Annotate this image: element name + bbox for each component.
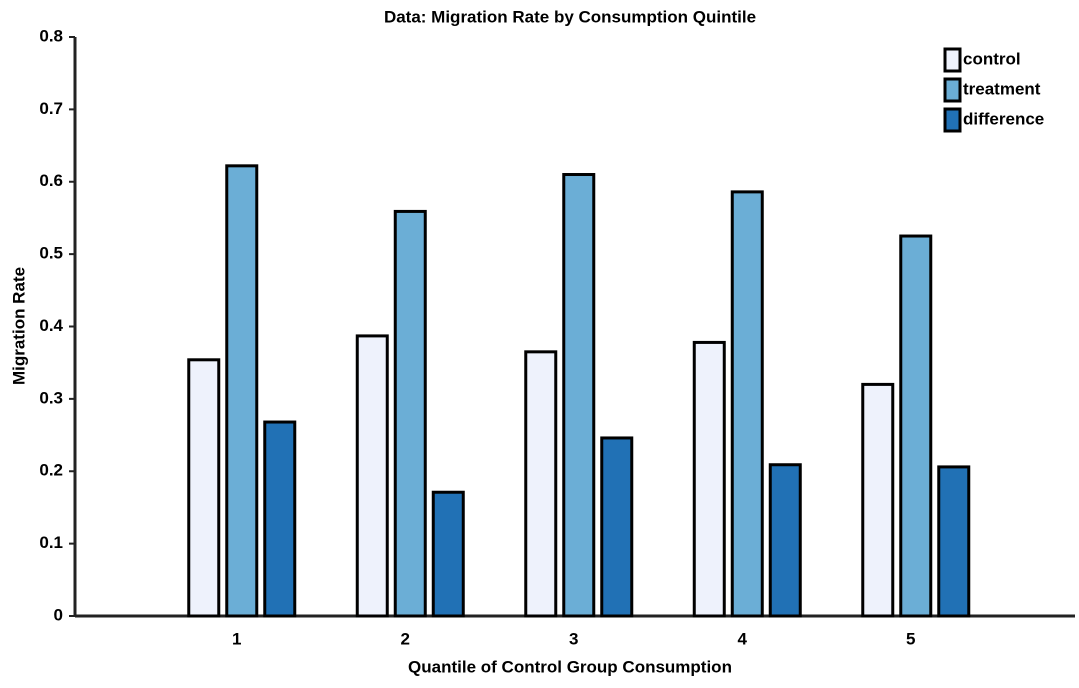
bar [263,420,297,618]
bar [355,334,389,618]
bar [431,490,465,618]
legend-label: difference [963,109,1044,128]
bar [899,234,933,618]
x-tick-label: 3 [569,629,578,648]
y-tick-label: 0.5 [39,244,63,263]
y-tick-label: 0.8 [39,26,63,45]
bar [562,173,596,618]
y-tick-label: 0.2 [39,461,63,480]
bar [600,436,634,618]
x-tick-label: 1 [232,629,241,648]
bar [393,209,427,618]
legend-label: treatment [963,79,1041,98]
bar [225,164,259,618]
x-tick-label: 4 [738,629,748,648]
chart-title: Data: Migration Rate by Consumption Quin… [384,7,756,26]
legend-swatch [943,107,962,133]
y-tick-label: 0 [54,605,63,624]
y-tick-label: 0.6 [39,171,63,190]
bar [187,358,221,618]
y-axis-label: Migration Rate [9,267,28,385]
bar [730,190,764,618]
bar [861,382,895,618]
legend-swatch [943,77,962,103]
bar [692,340,726,618]
legend-swatch [943,47,962,73]
legend-label: control [963,49,1021,68]
x-tick-label: 5 [906,629,915,648]
x-tick-label: 2 [401,629,410,648]
y-tick-label: 0.4 [39,316,63,335]
y-tick-label: 0.1 [39,533,63,552]
y-tick-label: 0.3 [39,388,63,407]
x-axis-label: Quantile of Control Group Consumption [408,657,732,676]
bar [524,350,558,618]
y-tick-label: 0.7 [39,99,63,118]
bar [937,465,971,618]
bar [768,463,802,618]
